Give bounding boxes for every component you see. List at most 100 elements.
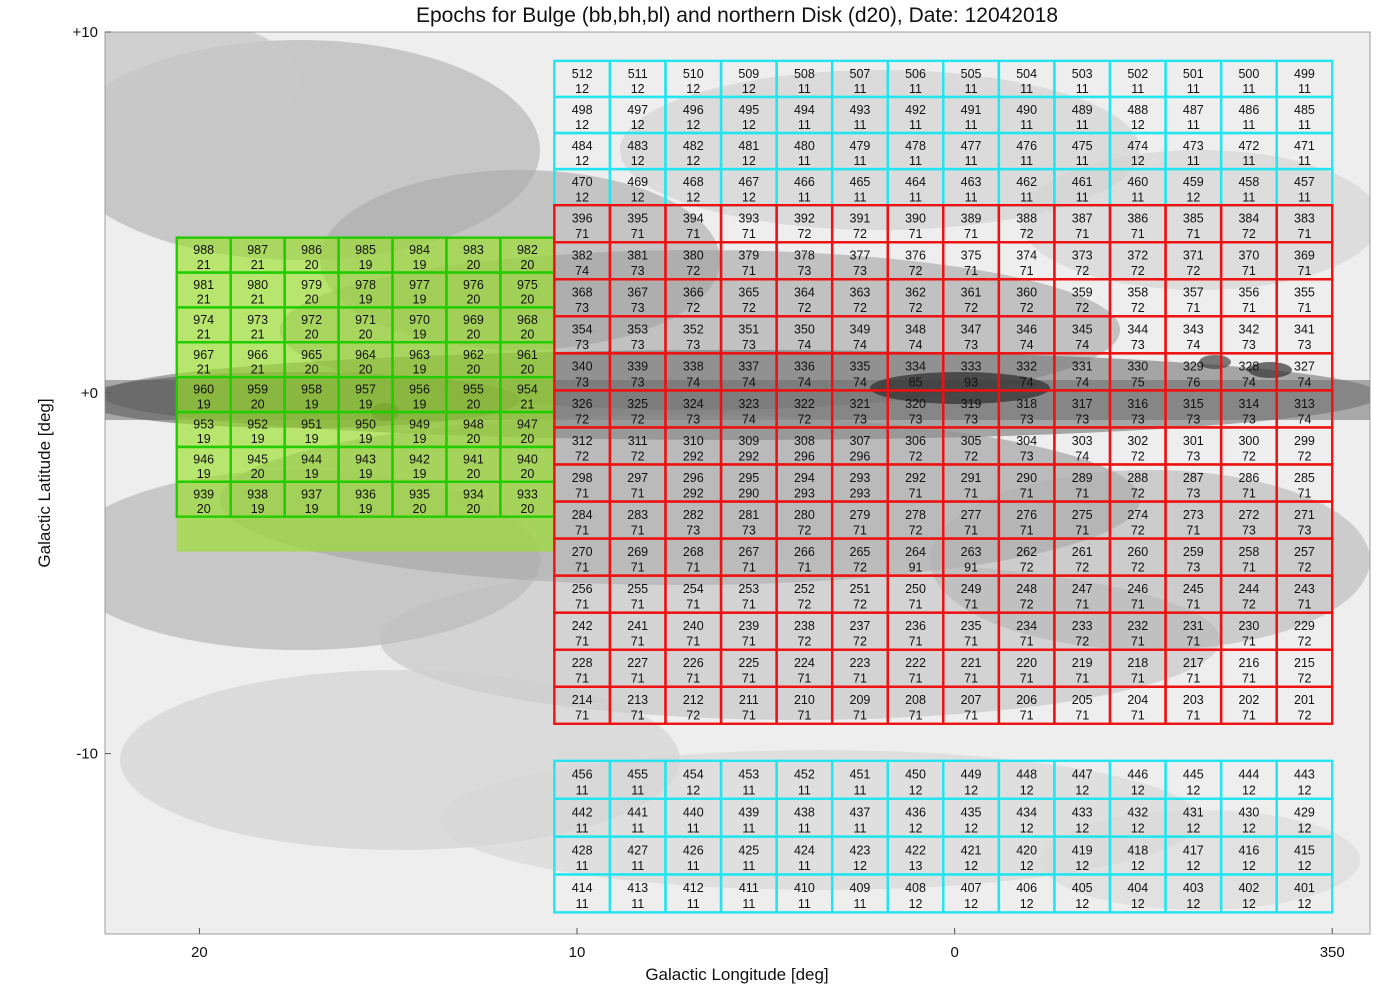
- tile-id: 462: [1016, 175, 1037, 189]
- tile-id: 363: [850, 286, 871, 300]
- tile-epochs: 73: [1298, 338, 1312, 352]
- tile-id: 304: [1016, 434, 1037, 448]
- tile-epochs: 76: [1186, 375, 1200, 389]
- tile-id: 388: [1016, 212, 1037, 226]
- tile-epochs: 11: [1020, 190, 1033, 204]
- tile-epochs: 19: [251, 432, 265, 446]
- tile-id: 367: [627, 286, 648, 300]
- tile-id: 406: [1016, 881, 1037, 895]
- tile-epochs: 11: [1076, 154, 1089, 168]
- tile-epochs: 11: [1131, 82, 1144, 96]
- tile-epochs: 72: [1242, 449, 1256, 463]
- tile-epochs: 71: [1242, 560, 1256, 574]
- tile-id: 256: [572, 582, 593, 596]
- tile-id: 264: [905, 545, 926, 559]
- tile-id: 279: [850, 508, 871, 522]
- tile-epochs: 20: [251, 397, 265, 411]
- tile-epochs: 21: [197, 293, 211, 307]
- tile-id: 976: [463, 278, 484, 292]
- tile-epochs: 71: [1131, 672, 1145, 686]
- tile-id: 436: [905, 805, 926, 819]
- tile-id: 970: [409, 313, 430, 327]
- tile-id: 325: [627, 397, 648, 411]
- tile-epochs: 12: [575, 190, 589, 204]
- tile-epochs: 71: [631, 709, 645, 723]
- tile-id: 371: [1183, 249, 1204, 263]
- tile-id: 401: [1294, 881, 1315, 895]
- tile-border: [1275, 685, 1334, 725]
- tile-epochs: 21: [251, 362, 265, 376]
- tile-id: 478: [905, 139, 926, 153]
- tile-id: 490: [1016, 103, 1037, 117]
- tile-epochs: 74: [853, 338, 867, 352]
- region-bulge-upper: 5121251112510125091250811507115061150511…: [553, 59, 1334, 207]
- tile-epochs: 12: [1242, 897, 1256, 911]
- tile-epochs: 72: [1075, 264, 1089, 278]
- tile-id: 390: [905, 212, 926, 226]
- tile-id: 234: [1016, 619, 1037, 633]
- tile-id: 284: [572, 508, 593, 522]
- tile-id: 289: [1072, 471, 1093, 485]
- tile-id: 411: [739, 881, 759, 895]
- tile-id: 481: [738, 139, 759, 153]
- tile-id: 981: [193, 278, 214, 292]
- tile-epochs: 71: [1186, 301, 1200, 315]
- tile-id: 499: [1294, 67, 1315, 81]
- tile-epochs: 19: [359, 432, 373, 446]
- tile-epochs: 72: [1075, 560, 1089, 574]
- tile-epochs: 20: [359, 328, 373, 342]
- tile-id: 221: [961, 656, 982, 670]
- tile-epochs: 72: [909, 449, 923, 463]
- tile-epochs: 290: [738, 486, 759, 500]
- tile-id: 218: [1127, 656, 1148, 670]
- tile-id: 988: [193, 243, 214, 257]
- tile-epochs: 12: [742, 118, 756, 132]
- tile-id: 364: [794, 286, 815, 300]
- tile-id: 936: [355, 487, 376, 501]
- tile-id: 440: [683, 805, 704, 819]
- tile-epochs: 11: [1242, 154, 1255, 168]
- tile-id: 259: [1183, 545, 1204, 559]
- tile-epochs: 21: [251, 258, 265, 272]
- tile-epochs: 11: [1298, 154, 1311, 168]
- tile-epochs: 74: [1075, 449, 1089, 463]
- tile-id: 949: [409, 418, 430, 432]
- tile-id: 297: [627, 471, 648, 485]
- tile-id: 258: [1238, 545, 1259, 559]
- tile-id: 952: [247, 418, 268, 432]
- tile-epochs: 20: [251, 467, 265, 481]
- x-axis: 20 10 0 350: [191, 928, 1345, 961]
- tile-id: 351: [738, 323, 759, 337]
- tile-id: 211: [739, 693, 759, 707]
- tile-id: 249: [961, 582, 982, 596]
- tile-id: 393: [738, 212, 759, 226]
- tile-epochs: 73: [1020, 412, 1034, 426]
- x-tick-label: 350: [1320, 944, 1345, 961]
- tile-epochs: 12: [1075, 821, 1089, 835]
- tile-epochs: 12: [909, 897, 923, 911]
- tile-epochs: 20: [466, 502, 480, 516]
- tile-epochs: 71: [686, 635, 700, 649]
- y-tick-label: +0: [81, 385, 98, 402]
- tile-epochs: 19: [413, 362, 427, 376]
- tile-id: 942: [409, 452, 430, 466]
- tile-epochs: 73: [964, 412, 978, 426]
- tile-epochs: 74: [742, 412, 756, 426]
- tile-id: 444: [1238, 768, 1259, 782]
- tile-id: 360: [1016, 286, 1037, 300]
- tile-id: 491: [961, 103, 982, 117]
- tile-epochs: 73: [686, 338, 700, 352]
- tile-epochs: 11: [1187, 154, 1200, 168]
- tile-id: 971: [355, 313, 376, 327]
- tile-id: 314: [1238, 397, 1259, 411]
- tile-epochs: 293: [850, 486, 871, 500]
- tile-epochs: 73: [686, 412, 700, 426]
- tile-epochs: 71: [1020, 486, 1034, 500]
